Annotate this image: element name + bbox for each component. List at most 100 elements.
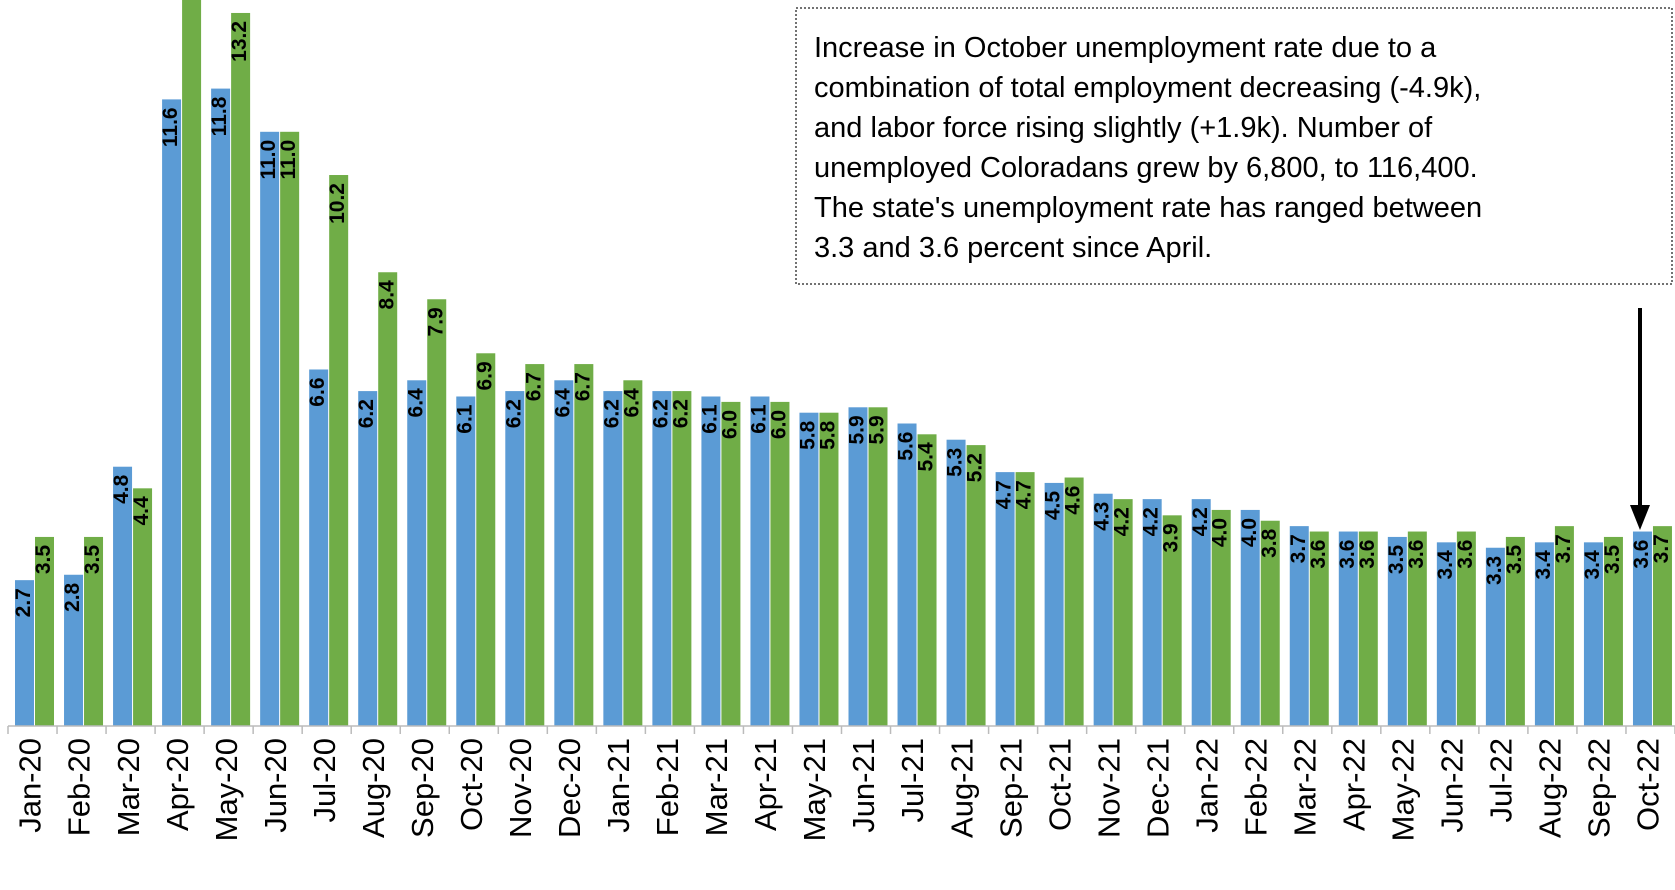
bar [64, 574, 84, 726]
value-label: 4.8 [110, 474, 133, 504]
x-tick-label: Mar-20 [111, 738, 146, 836]
bar [1309, 531, 1329, 726]
bar [652, 391, 672, 726]
bar [1162, 515, 1182, 726]
value-label: 3.3 [1483, 556, 1506, 585]
value-label: 2.8 [61, 582, 84, 612]
value-label: 11.0 [257, 140, 280, 180]
bar [1260, 520, 1280, 726]
bar [1113, 499, 1133, 726]
value-label: 6.2 [669, 399, 692, 428]
bar [917, 434, 937, 726]
annotation-box [795, 7, 1673, 285]
value-label: 4.7 [1013, 480, 1036, 509]
value-label: 5.4 [915, 442, 938, 472]
value-label: 11.6 [159, 107, 182, 147]
x-tick-label: Sep-22 [1582, 738, 1617, 838]
x-tick-label: Feb-20 [62, 738, 97, 836]
annotation-line: combination of total employment decreasi… [814, 72, 1481, 104]
bar [946, 439, 966, 726]
value-label: 3.9 [1160, 523, 1183, 552]
bar [623, 380, 643, 726]
value-label: 4.0 [1238, 518, 1261, 547]
bar [260, 131, 280, 726]
bar [1554, 526, 1574, 726]
bar [456, 396, 476, 726]
value-label: 6.0 [718, 410, 741, 439]
value-label: 6.1 [453, 404, 476, 434]
x-tick-label: Oct-21 [1042, 738, 1077, 831]
value-label: 3.4 [1434, 550, 1457, 580]
value-label: 6.2 [600, 399, 623, 428]
annotation: Increase in October unemployment rate du… [814, 32, 1482, 264]
bar [1387, 536, 1407, 726]
value-label: 3.6 [1307, 540, 1330, 569]
x-tick-label: Mar-21 [699, 738, 734, 836]
value-label: 5.3 [944, 448, 967, 477]
value-label: 2.7 [12, 588, 35, 617]
x-tick-label: Dec-20 [552, 738, 587, 838]
bar [799, 412, 819, 726]
bar [211, 88, 231, 726]
x-tick-label: May-22 [1386, 738, 1421, 841]
bar [1652, 526, 1672, 726]
value-label: 3.5 [81, 545, 104, 575]
bar [1456, 531, 1476, 726]
value-label: 5.8 [817, 420, 840, 450]
bar [1044, 482, 1064, 726]
value-label: 3.7 [1287, 534, 1310, 563]
value-label: 3.6 [1336, 540, 1359, 569]
x-tick-label: Sep-20 [405, 738, 440, 838]
value-label: 11.0 [277, 140, 300, 180]
value-label: 8.4 [375, 280, 398, 310]
annotation-line: The state's unemployment rate has ranged… [814, 192, 1482, 224]
bar [231, 12, 251, 726]
value-label: 6.1 [747, 404, 770, 434]
bar [525, 364, 545, 726]
x-tick-label: Aug-22 [1533, 738, 1568, 838]
x-tick-label: Aug-21 [944, 738, 979, 838]
value-label: 6.2 [502, 399, 525, 428]
value-label: 6.4 [620, 388, 643, 418]
value-label: 3.6 [1405, 540, 1428, 569]
value-label: 6.2 [355, 399, 378, 428]
bar [378, 272, 398, 726]
value-label: 11.8 [208, 96, 231, 136]
value-label: 3.6 [1454, 540, 1477, 569]
x-tick-label: Jul-21 [895, 738, 930, 822]
value-label: 10.2 [326, 183, 349, 224]
bar [770, 401, 790, 726]
annotation-line: and labor force rising slightly (+1.9k).… [814, 112, 1433, 144]
bar [84, 536, 104, 726]
value-label: 4.5 [1042, 491, 1065, 521]
bar [574, 364, 594, 726]
value-label: 4.2 [1140, 507, 1163, 536]
bar [1015, 472, 1035, 726]
value-label: 3.5 [32, 545, 55, 575]
x-tick-label: Nov-20 [503, 738, 538, 838]
bar [1603, 536, 1623, 726]
value-label: 3.4 [1581, 550, 1604, 580]
x-tick-label: Jan-20 [13, 738, 48, 833]
x-tick-label: Jul-22 [1484, 738, 1519, 822]
bar [868, 407, 888, 726]
bar [1240, 509, 1260, 726]
x-tick-label: Feb-21 [650, 738, 685, 836]
bar [1485, 547, 1505, 726]
value-label: 6.7 [571, 372, 594, 401]
value-label: 3.5 [1385, 545, 1408, 575]
value-label: 7.9 [424, 307, 447, 336]
bar [966, 445, 986, 726]
value-label: 5.8 [797, 420, 820, 450]
x-tick-label: Feb-22 [1238, 738, 1273, 836]
value-label: 6.7 [522, 372, 545, 401]
x-tick-label: Jun-22 [1435, 738, 1470, 833]
bar [995, 472, 1015, 726]
value-label: 13.2 [228, 21, 251, 62]
x-tick-label: Mar-22 [1287, 738, 1322, 836]
bar [309, 369, 329, 726]
value-label: 4.2 [1189, 507, 1212, 536]
value-label: 6.2 [649, 399, 672, 428]
bar [1632, 531, 1652, 726]
value-label: 4.0 [1209, 518, 1232, 547]
